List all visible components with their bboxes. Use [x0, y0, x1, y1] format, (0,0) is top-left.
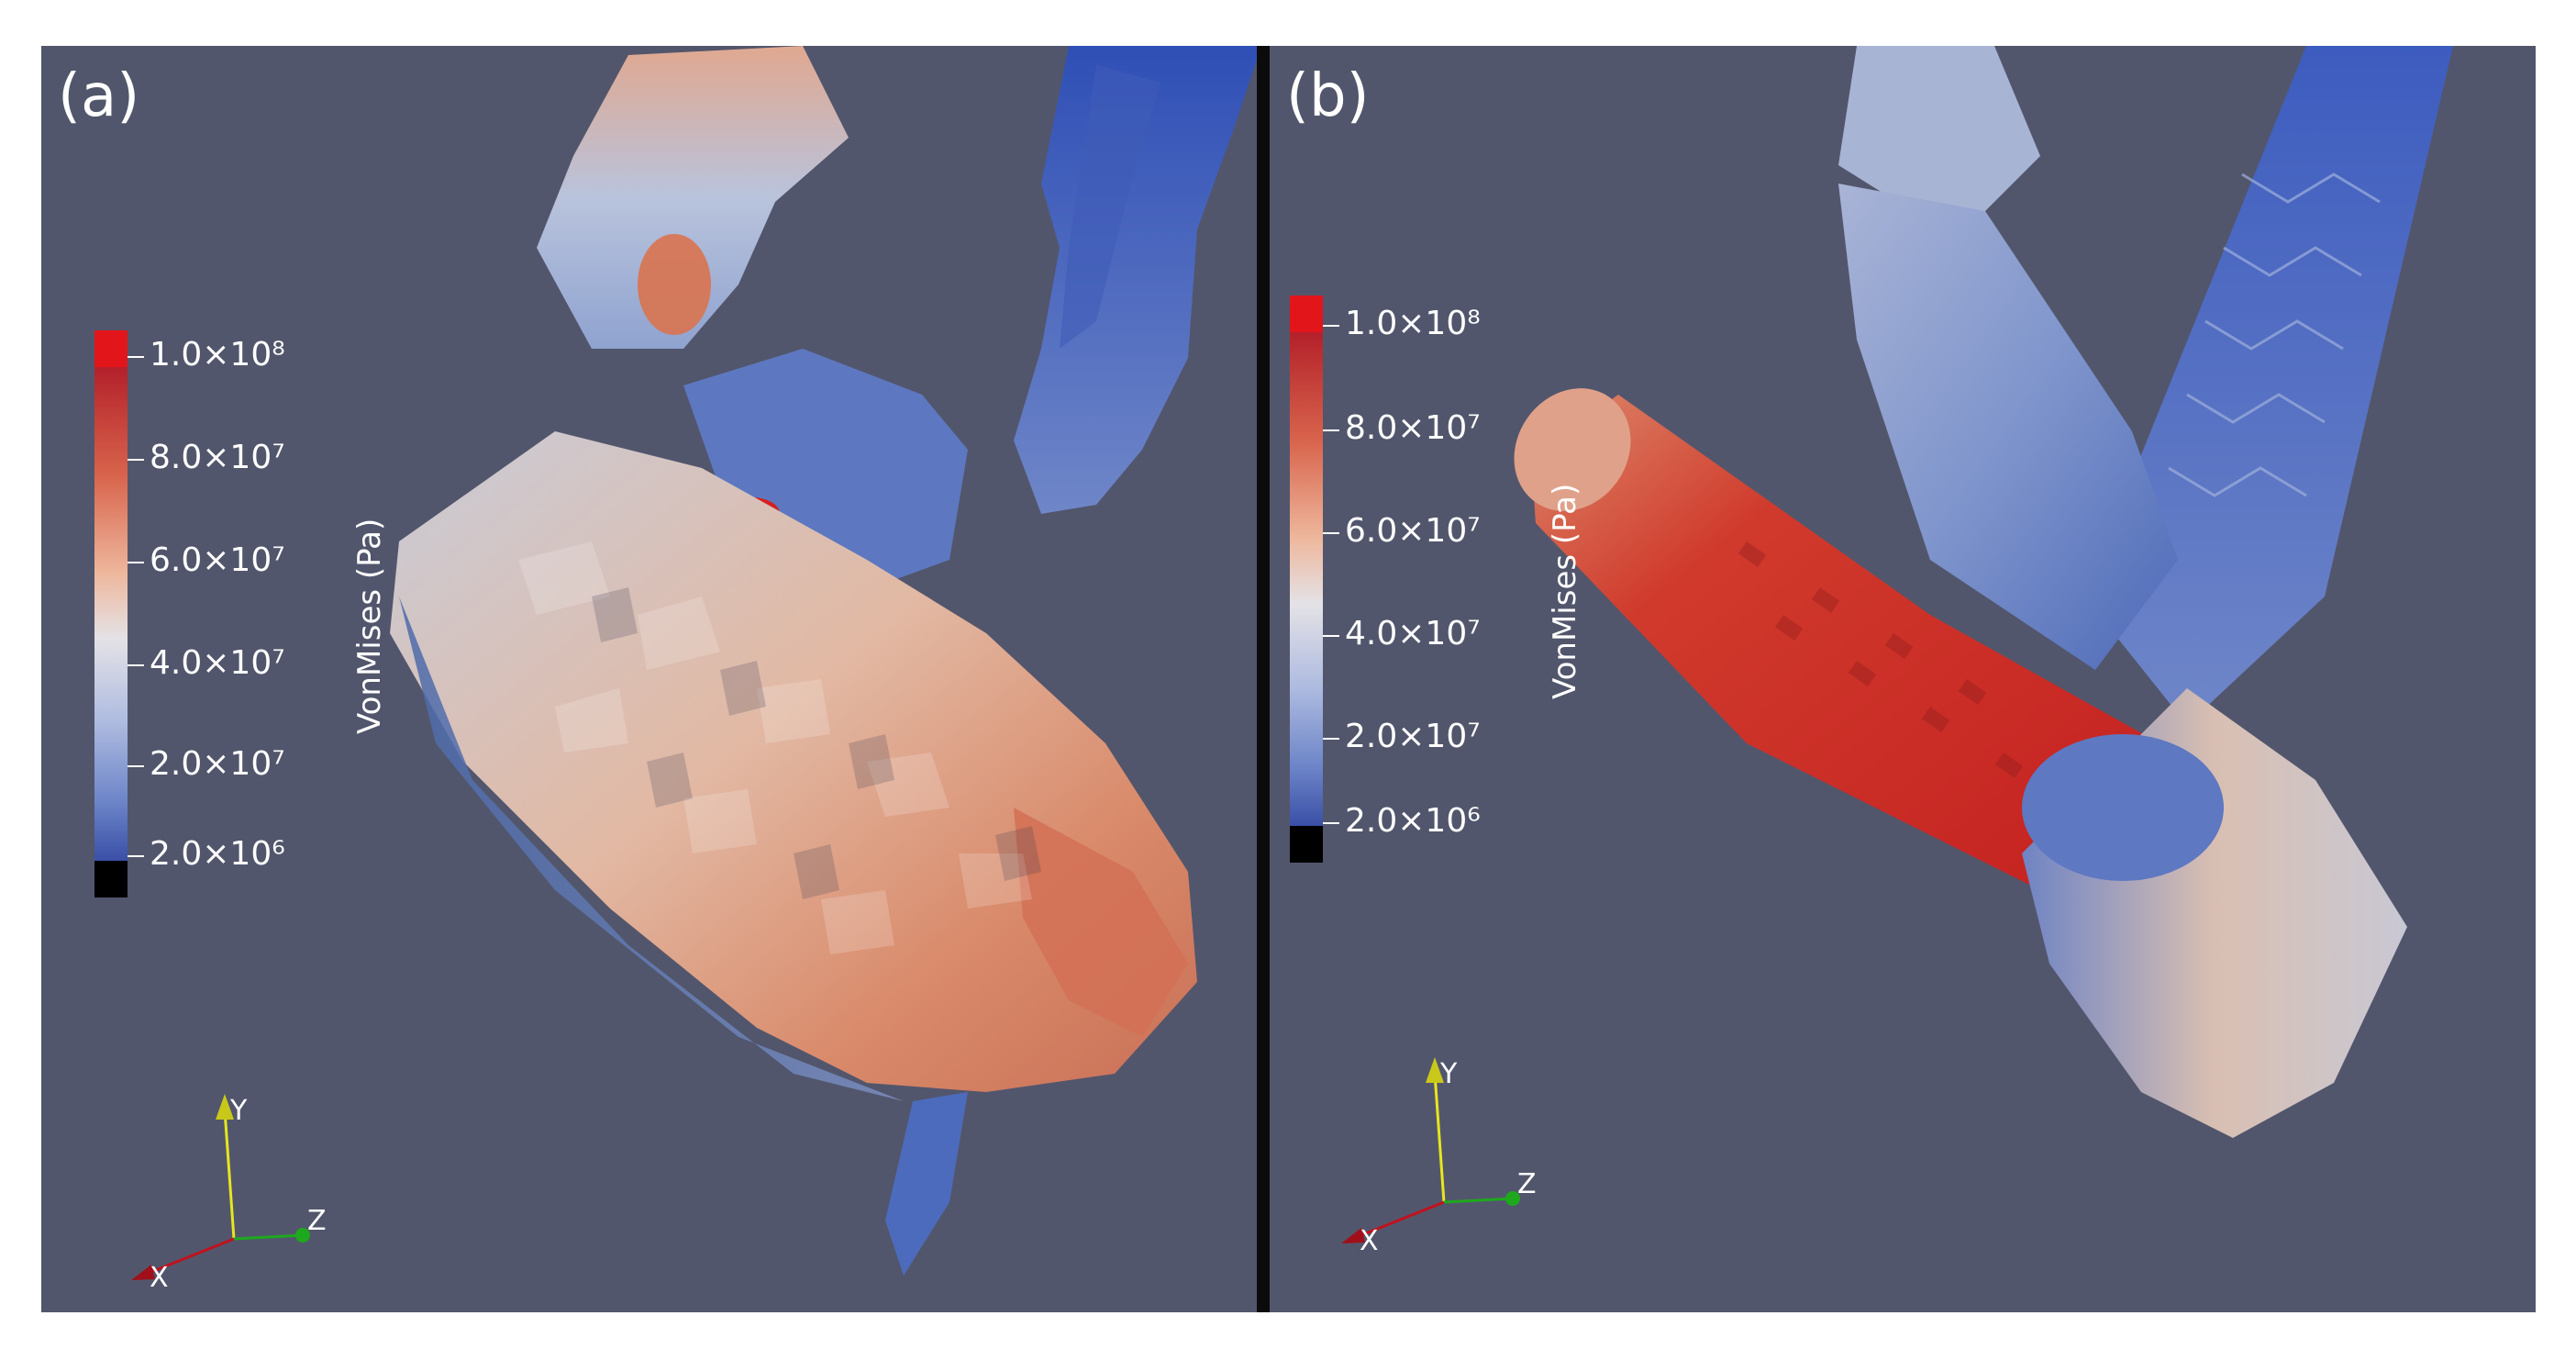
mesh-main-body [390, 431, 1197, 1092]
mesh-red-cylinder [1531, 395, 2160, 899]
colorbar-tick [128, 459, 144, 461]
mesh-red-cylinder-cap [1514, 388, 1631, 511]
colorbar-tick-label: 6.0×10⁷ [1345, 512, 1481, 550]
mesh-diagonal-strut [1838, 184, 2178, 670]
panel-a-render-view[interactable]: (a) 1.0×10⁸ 8.0×10⁷ 6.0×10⁷ 4.0×10⁷ 2.0×… [41, 46, 1257, 1312]
colorbar-title: VonMises (Pa) [351, 518, 388, 734]
colorbar-tick [1323, 822, 1339, 824]
mesh-hotspot-right [1014, 808, 1188, 1037]
colorbar-tick-label: 2.0×10⁶ [1345, 802, 1481, 840]
panel-b-mesh-scene [1514, 46, 2453, 1138]
colorbar-tick-label: 1.0×10⁸ [150, 336, 285, 373]
colorbar-tick-label: 4.0×10⁷ [150, 644, 285, 682]
axis-x-label: X [150, 1262, 169, 1294]
colorbar-tick-label: 2.0×10⁶ [150, 835, 285, 873]
colorbar-tick [128, 356, 144, 358]
axis-y-label: Y [229, 1095, 248, 1127]
colorbar-tick-label: 2.0×10⁷ [1345, 718, 1481, 755]
axis-x-arrow-icon [1341, 1228, 1365, 1243]
panel-a-mesh-scene [390, 46, 1257, 1276]
colorbar-tick-label: 4.0×10⁷ [1345, 615, 1481, 652]
axis-x-arrow-icon [131, 1265, 155, 1280]
colorbar-below-range-swatch [1290, 826, 1323, 863]
colorbar-below-range-swatch [94, 861, 128, 897]
colorbar-tick [128, 765, 144, 767]
panel-b-colorbar: 1.0×10⁸ 8.0×10⁷ 6.0×10⁷ 4.0×10⁷ 2.0×10⁷ … [1290, 295, 1583, 901]
panel-b-orientation-axes: Y Z X [1341, 1057, 1537, 1257]
colorbar-gradient [94, 367, 128, 861]
colorbar-above-range-swatch [1290, 295, 1323, 332]
colorbar-tick [128, 855, 144, 857]
colorbar-tick [1323, 738, 1339, 740]
panel-b-render-view[interactable]: (b) 1.0×10⁸ 8.0×10⁷ 6.0×10⁷ 4.0×10⁷ 2.0×… [1270, 46, 2536, 1312]
colorbar-tick [128, 562, 144, 563]
axis-z-label: Z [1517, 1168, 1537, 1200]
mesh-right-strut [2114, 46, 2453, 725]
axis-y-arrow-icon [216, 1094, 234, 1120]
colorbar-tick [1323, 325, 1339, 327]
mesh-left-arm [537, 46, 849, 349]
axis-z-arrow-icon [295, 1228, 310, 1243]
panel-b-label: (b) [1286, 62, 1370, 130]
panel-a-colorbar: 1.0×10⁸ 8.0×10⁷ 6.0×10⁷ 4.0×10⁷ 2.0×10⁷ … [94, 330, 388, 918]
colorbar-tick [128, 664, 144, 666]
axis-z-arrow-icon [1505, 1191, 1520, 1206]
mesh-right-arm-shade [1060, 64, 1160, 349]
panel-a-label: (a) [58, 62, 140, 130]
mesh-junction-blob [2022, 734, 2224, 881]
mesh-right-arm [1014, 46, 1257, 514]
colorbar-tick [1323, 635, 1339, 637]
colorbar-tick-label: 8.0×10⁷ [150, 439, 285, 476]
panel-divider [1257, 46, 1270, 1312]
colorbar-tick-label: 1.0×10⁸ [1345, 305, 1481, 342]
colorbar-tick-label: 2.0×10⁷ [150, 745, 285, 783]
mesh-hotspot-upper [638, 234, 711, 335]
axis-y-label: Y [1439, 1058, 1458, 1090]
colorbar-title: VonMises (Pa) [1547, 483, 1583, 699]
colorbar-gradient [1290, 332, 1323, 826]
colorbar-tick-label: 6.0×10⁷ [150, 541, 285, 579]
panel-a-orientation-axes: Y Z X [131, 1094, 327, 1294]
mesh-bottom-spike [885, 1092, 968, 1276]
axis-x-label: X [1360, 1225, 1379, 1257]
axis-y-arrow-icon [1426, 1057, 1444, 1083]
colorbar-tick [1323, 532, 1339, 534]
colorbar-tick-label: 8.0×10⁷ [1345, 409, 1481, 447]
colorbar-tick [1323, 429, 1339, 431]
colorbar-above-range-swatch [94, 330, 128, 367]
axis-z-label: Z [307, 1205, 327, 1237]
mesh-upper-strut [1838, 46, 2040, 229]
